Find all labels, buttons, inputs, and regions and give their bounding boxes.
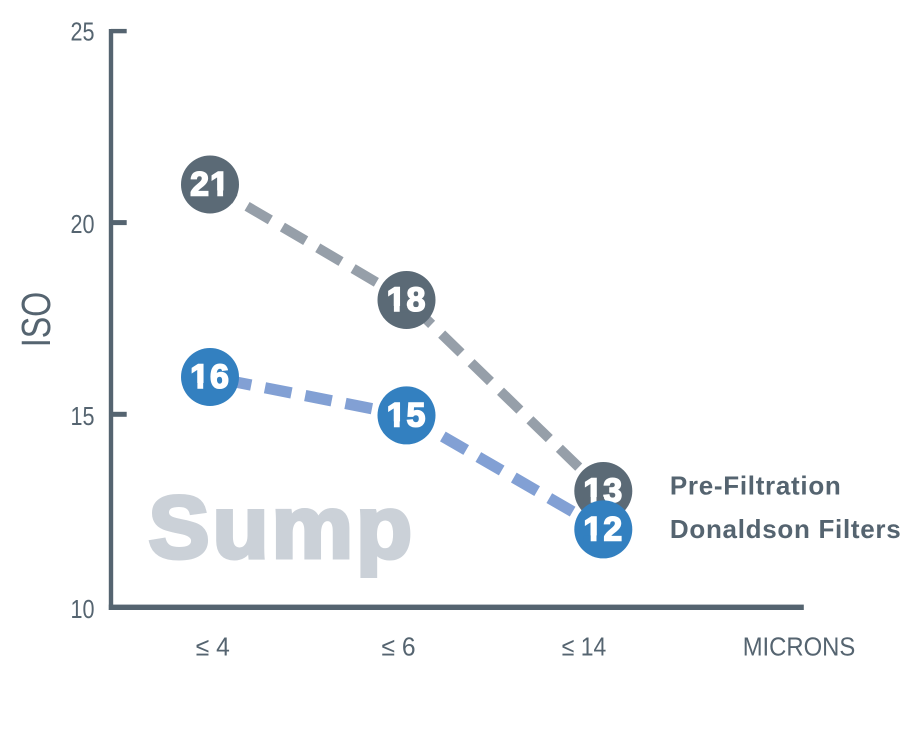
svg-text:15: 15 (387, 396, 427, 434)
svg-text:10: 10 (71, 594, 95, 624)
svg-text:Sump: Sump (149, 479, 416, 577)
svg-text:15: 15 (71, 401, 95, 431)
svg-text:16: 16 (190, 358, 230, 396)
svg-text:18: 18 (387, 281, 427, 319)
svg-text:20: 20 (71, 209, 95, 239)
svg-text:21: 21 (190, 166, 230, 204)
svg-text:12: 12 (583, 510, 623, 548)
svg-text:25: 25 (71, 16, 95, 46)
svg-text:≤ 6: ≤ 6 (382, 632, 416, 662)
svg-text:ISO: ISO (13, 292, 59, 348)
svg-text:≤ 14: ≤ 14 (562, 632, 607, 662)
svg-text:Donaldson Filters: Donaldson Filters (670, 514, 901, 544)
svg-text:MICRONS: MICRONS (743, 632, 856, 662)
svg-text:≤ 4: ≤ 4 (196, 632, 230, 662)
svg-text:Pre-Filtration: Pre-Filtration (670, 470, 842, 500)
